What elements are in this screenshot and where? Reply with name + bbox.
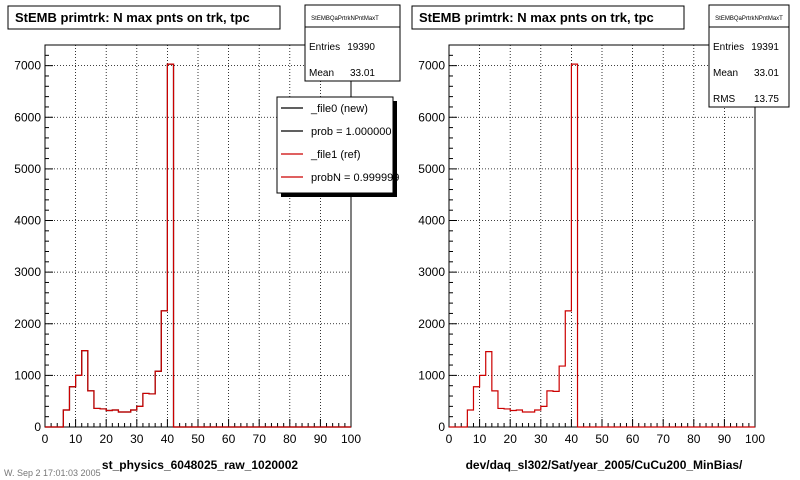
stats-box-frame (304, 4, 401, 82)
x-tick-label: 30 (130, 432, 144, 446)
chart-title: StEMB primtrk: N max pnts on trk, tpc (15, 10, 250, 25)
y-tick-label: 0 (438, 420, 445, 434)
y-tick-label: 5000 (418, 162, 445, 176)
x-tick-label: 90 (314, 432, 328, 446)
legend-entry: _file1 (ref) (310, 149, 361, 161)
stats-name: StEMBQaPrtrkNPntMaxT (311, 16, 379, 22)
stats-label: Mean (309, 68, 334, 79)
y-tick-label: 7000 (14, 59, 41, 73)
y-tick-label: 6000 (418, 110, 445, 124)
stats-label: Entries (713, 42, 744, 53)
y-tick-label: 0 (34, 420, 41, 434)
x-tick-label: 0 (42, 432, 49, 446)
histogram-series-new (449, 63, 755, 428)
x-tick-label: 70 (253, 432, 267, 446)
x-tick-label: 0 (446, 432, 453, 446)
x-tick-label: 10 (473, 432, 487, 446)
histogram-panel-2: 0 10 20 30 40 50 60 70 80 90 100010002000300040005… (411, 4, 790, 472)
stats-value: 19391 (751, 42, 779, 53)
x-axis-label: st_physics_6048025_raw_1020002 (102, 458, 298, 472)
legend-entry: probN = 0.999999 (311, 172, 399, 184)
y-tick-label: 6000 (14, 110, 41, 124)
x-tick-label: 100 (745, 432, 765, 446)
y-tick-label: 2000 (418, 317, 445, 331)
histogram-panel-1: 0 10 20 30 40 50 60 70 80 90 100010002000300040005… (7, 4, 401, 472)
stats-value: 13.75 (754, 94, 779, 105)
x-tick-label: 60 (222, 432, 236, 446)
legend-entry: _file0 (new) (310, 103, 368, 115)
stats-box-frame (708, 4, 790, 108)
chart-title: StEMB primtrk: N max pnts on trk, tpc (419, 10, 654, 25)
x-tick-label: 100 (341, 432, 361, 446)
y-tick-label: 7000 (418, 59, 445, 73)
x-tick-label: 50 (595, 432, 609, 446)
y-tick-label: 4000 (14, 214, 41, 228)
x-tick-label: 20 (504, 432, 518, 446)
y-tick-label: 3000 (14, 265, 41, 279)
stats-label: Entries (309, 42, 340, 53)
y-tick-label: 3000 (418, 265, 445, 279)
legend: _file0 (new) prob = 1.000000 _file1 (ref) p… (276, 96, 399, 197)
legend-entry: prob = 1.000000 (311, 126, 391, 138)
x-tick-label: 30 (534, 432, 548, 446)
x-tick-label: 10 (69, 432, 83, 446)
histogram-series-ref (45, 63, 351, 428)
title-box (411, 5, 685, 30)
x-tick-label: 40 (565, 432, 579, 446)
y-tick-label: 4000 (418, 214, 445, 228)
x-tick-label: 70 (657, 432, 671, 446)
y-tick-label: 5000 (14, 162, 41, 176)
x-axis-label: dev/daq_sl302/Sat/year_2005/CuCu200_MinB… (466, 458, 743, 472)
stats-value: 33.01 (754, 68, 779, 79)
stats-name: StEMBQaPrtrkNPntMaxT (715, 16, 783, 22)
x-tick-label: 80 (283, 432, 297, 446)
stats-box: StEMBQaPrtrkNPntMaxT Entries 19390 Mean 33.0… (304, 4, 401, 82)
stats-label: Mean (713, 68, 738, 79)
title-box (7, 5, 281, 30)
x-tick-label: 80 (687, 432, 701, 446)
stats-value: 19390 (347, 42, 375, 53)
x-tick-label: 50 (191, 432, 205, 446)
x-tick-label: 40 (161, 432, 175, 446)
stats-box: StEMBQaPrtrkNPntMaxT Entries 19391 Mean 33.0… (708, 4, 790, 108)
x-tick-label: 20 (100, 432, 114, 446)
y-tick-label: 1000 (418, 368, 445, 382)
x-tick-label: 60 (626, 432, 640, 446)
stats-value: 33.01 (350, 68, 375, 79)
stats-label: RMS (713, 94, 736, 105)
x-tick-label: 90 (718, 432, 732, 446)
y-tick-label: 2000 (14, 317, 41, 331)
footer-note: W. Sep 2 17:01:03 2005 (4, 468, 101, 478)
y-tick-label: 1000 (14, 368, 41, 382)
